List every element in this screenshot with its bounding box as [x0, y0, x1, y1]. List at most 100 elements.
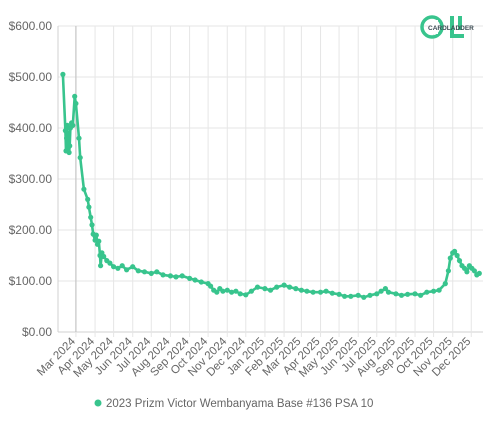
data-point[interactable]: [298, 287, 304, 293]
series-layer: [60, 71, 482, 300]
data-point[interactable]: [293, 286, 299, 292]
y-tick-label: $200.00: [9, 223, 53, 237]
data-point[interactable]: [85, 196, 91, 202]
data-point[interactable]: [452, 248, 458, 254]
legend-label: 2023 Prizm Victor Wembanyama Base #136 P…: [106, 398, 373, 410]
data-point[interactable]: [447, 255, 453, 261]
y-tick-label: $0.00: [22, 325, 52, 339]
data-point[interactable]: [323, 288, 329, 294]
data-point[interactable]: [367, 292, 373, 298]
data-point[interactable]: [304, 288, 310, 294]
data-point[interactable]: [237, 291, 243, 297]
data-point[interactable]: [167, 273, 173, 279]
data-point[interactable]: [418, 292, 424, 298]
grid: [57, 25, 483, 337]
data-point[interactable]: [243, 292, 249, 298]
data-point[interactable]: [81, 186, 87, 192]
data-point[interactable]: [208, 283, 214, 289]
y-tick-label: $500.00: [9, 70, 53, 84]
data-point[interactable]: [101, 253, 107, 260]
data-point[interactable]: [336, 291, 342, 297]
data-point[interactable]: [115, 265, 121, 271]
data-point[interactable]: [89, 222, 95, 228]
data-point[interactable]: [98, 263, 104, 269]
data-point[interactable]: [412, 291, 418, 297]
data-point[interactable]: [160, 272, 166, 278]
data-point[interactable]: [405, 291, 411, 297]
data-point[interactable]: [385, 289, 392, 295]
data-point[interactable]: [476, 270, 482, 276]
data-point[interactable]: [342, 293, 348, 299]
data-point[interactable]: [229, 289, 235, 295]
data-point[interactable]: [382, 286, 388, 292]
data-point[interactable]: [361, 294, 367, 300]
data-point[interactable]: [192, 277, 198, 283]
data-point[interactable]: [73, 100, 79, 107]
data-point[interactable]: [445, 268, 451, 274]
data-point[interactable]: [66, 149, 72, 156]
data-point[interactable]: [96, 238, 102, 244]
data-point[interactable]: [262, 286, 268, 292]
data-point[interactable]: [86, 204, 92, 210]
series-line: [61, 73, 481, 299]
data-point[interactable]: [179, 273, 185, 279]
data-point[interactable]: [329, 290, 335, 296]
data-point[interactable]: [436, 287, 442, 293]
data-point[interactable]: [148, 270, 154, 276]
data-point[interactable]: [254, 284, 261, 290]
data-point[interactable]: [454, 252, 460, 259]
data-point[interactable]: [65, 130, 72, 136]
data-point[interactable]: [135, 268, 141, 274]
y-axis: $0.00 $100.00 $200.00 $300.00 $400.00 $500.00…: [9, 19, 53, 339]
data-point[interactable]: [141, 269, 148, 275]
legend-marker: [94, 399, 102, 407]
data-point[interactable]: [378, 288, 384, 294]
data-point[interactable]: [119, 263, 125, 269]
data-point[interactable]: [267, 287, 274, 293]
data-point[interactable]: [348, 293, 354, 299]
data-point[interactable]: [70, 122, 76, 128]
data-point[interactable]: [374, 291, 380, 297]
data-point[interactable]: [464, 269, 470, 275]
data-point[interactable]: [224, 287, 230, 293]
data-point[interactable]: [431, 288, 437, 294]
data-point[interactable]: [77, 155, 83, 161]
data-point[interactable]: [310, 289, 316, 295]
data-point[interactable]: [93, 232, 99, 238]
data-point[interactable]: [220, 288, 226, 294]
data-point[interactable]: [198, 279, 204, 285]
data-point[interactable]: [424, 289, 430, 295]
data-point[interactable]: [281, 282, 287, 288]
legend[interactable]: 2023 Prizm Victor Wembanyama Base #136 P…: [94, 398, 374, 410]
data-point[interactable]: [67, 143, 73, 149]
data-point[interactable]: [60, 71, 66, 77]
data-point[interactable]: [355, 292, 361, 298]
data-point[interactable]: [317, 289, 324, 295]
data-point[interactable]: [233, 288, 239, 294]
data-point[interactable]: [274, 284, 280, 290]
data-point[interactable]: [287, 284, 293, 290]
data-point[interactable]: [72, 93, 78, 99]
data-point[interactable]: [471, 268, 477, 274]
cardladder-logo: CARDLADDER: [420, 15, 474, 39]
data-point[interactable]: [64, 135, 70, 141]
data-point[interactable]: [130, 264, 136, 270]
data-point[interactable]: [442, 281, 448, 287]
data-point[interactable]: [398, 292, 405, 298]
data-point[interactable]: [248, 288, 254, 294]
data-point[interactable]: [456, 258, 463, 264]
data-point[interactable]: [393, 291, 399, 297]
data-point[interactable]: [111, 264, 117, 270]
data-point[interactable]: [124, 267, 130, 273]
data-point[interactable]: [88, 214, 94, 220]
data-point[interactable]: [76, 135, 82, 141]
data-point[interactable]: [154, 269, 160, 275]
data-point[interactable]: [214, 289, 220, 295]
y-tick-label: $300.00: [9, 172, 53, 186]
data-point[interactable]: [107, 260, 113, 266]
data-point[interactable]: [173, 274, 179, 280]
data-point[interactable]: [187, 275, 193, 281]
